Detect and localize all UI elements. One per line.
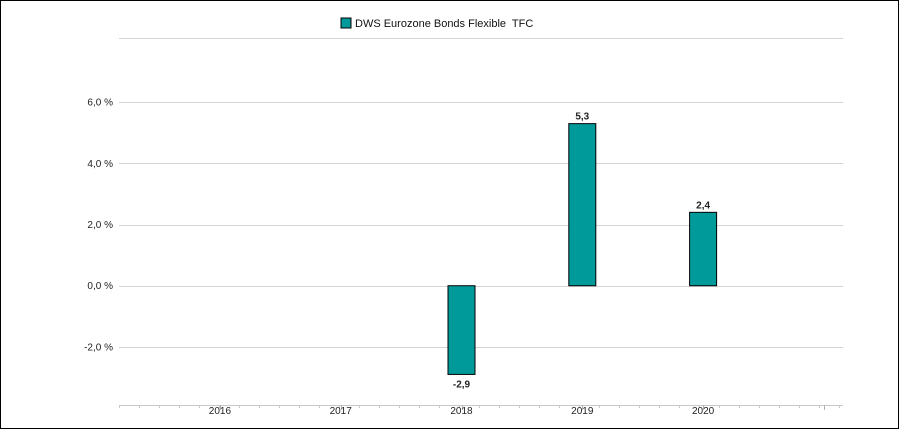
y-tick-label: 4,0 %	[87, 159, 113, 170]
data-labels: -2,9 5,3 2,4	[453, 112, 711, 391]
y-tick-label: 0,0 %	[87, 281, 113, 292]
legend-swatch	[340, 17, 352, 29]
gridlines	[119, 38, 843, 348]
y-axis: -2,0 % 0,0 % 2,0 % 4,0 % 6,0 %	[84, 98, 113, 354]
legend: DWS Eurozone Bonds Flexible TFC	[340, 17, 533, 30]
bar	[447, 285, 476, 375]
x-tick-label: 2020	[692, 406, 715, 417]
legend-label: DWS Eurozone Bonds Flexible TFC	[355, 18, 533, 30]
x-axis: 2016 2017 2018 2019 2020	[119, 405, 843, 417]
data-label: -2,9	[453, 379, 471, 390]
x-tick-label: 2019	[571, 406, 594, 417]
x-tick-label: 2016	[209, 406, 232, 417]
x-tick-label: 2017	[330, 406, 353, 417]
y-tick-label: -2,0 %	[84, 342, 113, 353]
data-label: 5,3	[575, 112, 589, 123]
y-tick-label: 6,0 %	[87, 98, 113, 109]
x-tick-label: 2018	[450, 406, 473, 417]
y-tick-label: 2,0 %	[87, 220, 113, 231]
data-label: 2,4	[696, 200, 710, 211]
bar	[568, 123, 597, 287]
bar	[689, 211, 718, 287]
bars	[447, 123, 718, 375]
